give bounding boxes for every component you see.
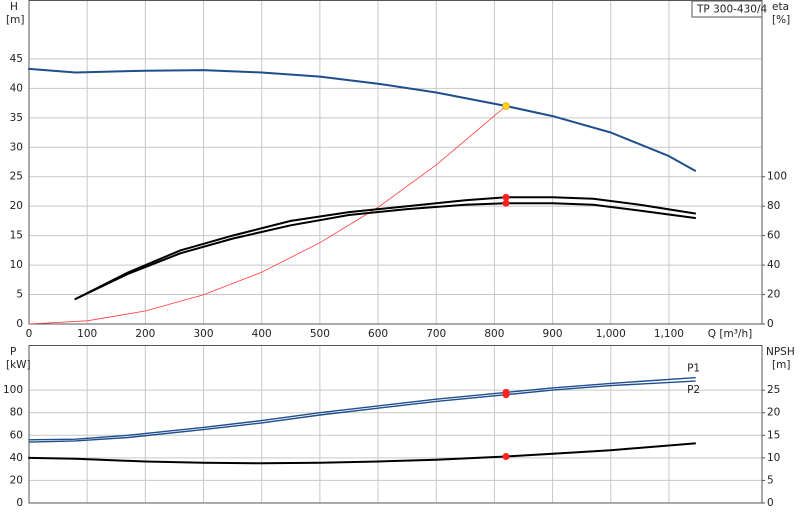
- x-tick-label: 1,000: [596, 328, 626, 340]
- y-axis-title: P: [10, 346, 16, 358]
- y-tick-label: 5: [16, 289, 23, 301]
- y-tick-label: 30: [10, 141, 23, 153]
- plot-frame: [28, 0, 763, 325]
- model-label: TP 300-430/4: [696, 4, 767, 16]
- y-tick-label: 80: [10, 407, 23, 419]
- operating-point: [502, 193, 510, 201]
- x-tick-label: 400: [252, 328, 272, 340]
- y2-tick-label: 20: [767, 289, 780, 301]
- x-tick-label: 0: [26, 328, 33, 340]
- y2-axis-title: eta: [772, 1, 789, 13]
- plot-area: [29, 345, 762, 503]
- operating-point: [502, 102, 510, 110]
- plot-area: [29, 0, 762, 324]
- y-tick-label: 20: [10, 474, 23, 486]
- curve: [28, 442, 697, 465]
- operating-point: [502, 453, 510, 461]
- curve: [74, 202, 697, 300]
- y-tick-label: 0: [16, 497, 23, 509]
- x-tick-label: 500: [310, 328, 330, 340]
- y-axis-title: H: [10, 1, 18, 13]
- y-tick-label: 10: [10, 259, 23, 271]
- y2-axis-unit: [%]: [772, 14, 790, 26]
- x-axis-label: Q [m³/h]: [708, 328, 752, 340]
- plot-frame: [28, 345, 763, 504]
- y-tick-label: 25: [10, 171, 23, 183]
- y2-tick-label: 60: [767, 230, 780, 242]
- x-tick-label: 1,100: [654, 328, 684, 340]
- y-tick-label: 35: [10, 112, 23, 124]
- model-box: [691, 0, 763, 18]
- y2-tick-label: 100: [767, 171, 787, 183]
- x-tick-label: 900: [543, 328, 563, 340]
- y2-tick-label: 15: [767, 429, 780, 441]
- operating-point: [502, 199, 510, 207]
- y2-tick-label: 0: [767, 497, 774, 509]
- y2-tick-label: 40: [767, 259, 780, 271]
- y2-tick-label: 20: [767, 407, 780, 419]
- y2-axis-title: NPSH: [766, 346, 795, 358]
- y-axis-unit: [m]: [6, 14, 24, 26]
- y-tick-label: 15: [10, 230, 23, 242]
- y-tick-label: 40: [10, 82, 23, 94]
- x-tick-label: 100: [77, 328, 97, 340]
- y-tick-label: 45: [10, 53, 23, 65]
- y2-tick-label: 10: [767, 452, 780, 464]
- y-axis-unit: [kW]: [6, 359, 31, 371]
- y2-tick-label: 0: [767, 318, 774, 330]
- y2-tick-label: 80: [767, 200, 780, 212]
- curve: [28, 105, 507, 325]
- y-tick-label: 20: [10, 200, 23, 212]
- y-tick-label: 40: [10, 452, 23, 464]
- curve: [28, 380, 696, 443]
- y-tick-label: 60: [10, 429, 23, 441]
- y2-tick-label: 5: [767, 474, 774, 486]
- curve: [74, 196, 697, 300]
- y-tick-label: 0: [16, 318, 23, 330]
- curve: [28, 377, 696, 441]
- curve: [28, 67, 697, 172]
- curve-label: P1: [687, 363, 700, 375]
- curve-label: P2: [687, 384, 700, 396]
- x-tick-label: 800: [484, 328, 504, 340]
- x-tick-label: 200: [135, 328, 155, 340]
- x-tick-label: 600: [368, 328, 388, 340]
- x-tick-label: 300: [194, 328, 214, 340]
- y2-tick-label: 25: [767, 384, 780, 396]
- y-tick-label: 100: [3, 384, 23, 396]
- x-tick-label: 700: [426, 328, 446, 340]
- y2-axis-unit: [m]: [772, 359, 790, 371]
- operating-point: [502, 391, 510, 399]
